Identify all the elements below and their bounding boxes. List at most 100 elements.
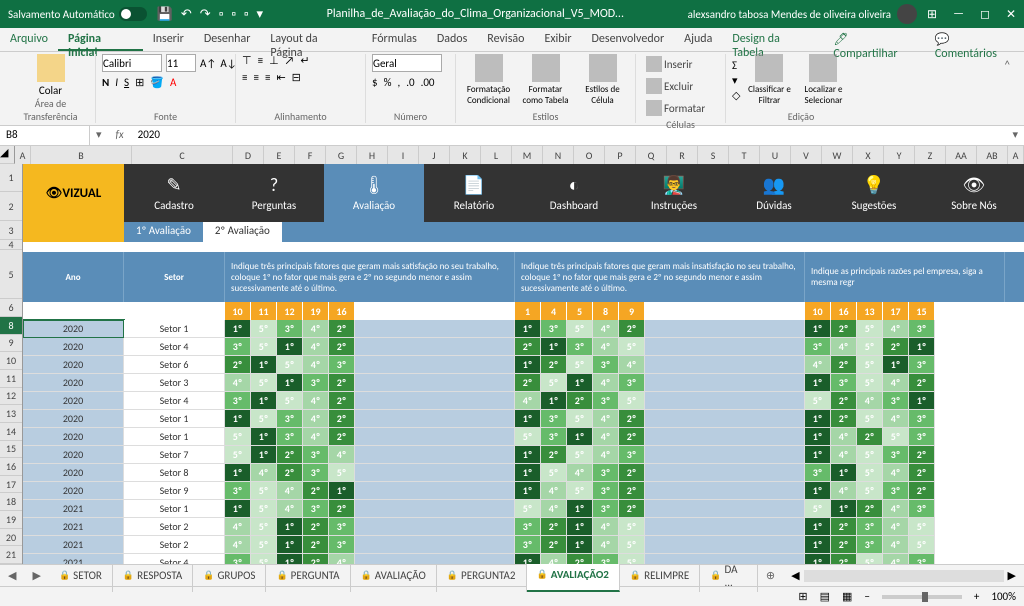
cell-rank[interactable]: 3º xyxy=(541,320,567,338)
row-header[interactable]: 20 xyxy=(0,529,22,547)
tab-exibir[interactable]: Exibir xyxy=(534,28,581,51)
find-select-icon[interactable] xyxy=(809,54,837,82)
comma-icon[interactable]: , xyxy=(397,76,400,89)
cell-rank[interactable]: 3º xyxy=(567,338,593,356)
align-top-icon[interactable]: ⊤ xyxy=(242,54,252,67)
cell-rank[interactable]: 2º xyxy=(303,518,329,536)
nav-perguntas[interactable]: ?Perguntas xyxy=(224,164,324,222)
cell-rank[interactable]: 2º xyxy=(831,518,857,536)
table-row[interactable]: 2020Setor 43º1º5º4º2º4º1º2º3º5º5º2º4º3º1… xyxy=(23,392,1024,410)
percent-icon[interactable]: % xyxy=(384,76,392,89)
row-header[interactable]: 8 xyxy=(0,317,22,335)
cell-rank[interactable]: 5º xyxy=(909,536,935,554)
fill-icon[interactable]: ▾ xyxy=(732,74,740,87)
cell-rank[interactable]: 2º xyxy=(831,536,857,554)
cell-rank[interactable]: 3º xyxy=(909,500,935,518)
row-header[interactable]: 5 xyxy=(0,250,22,299)
cell-rank[interactable]: 2º xyxy=(303,536,329,554)
cell-rank[interactable]: 4º xyxy=(541,482,567,500)
col-header[interactable]: I xyxy=(388,146,419,164)
cell-rank[interactable]: 4º xyxy=(593,518,619,536)
cell-rank[interactable]: 4º xyxy=(303,410,329,428)
cell-rank[interactable]: 2º xyxy=(909,446,935,464)
delete-cells-button[interactable]: Excluir xyxy=(642,76,719,96)
cell-rank[interactable]: 5º xyxy=(857,338,883,356)
cell-rank[interactable]: 4º xyxy=(225,374,251,392)
cell-setor[interactable]: Setor 8 xyxy=(124,464,225,482)
fx-icon[interactable]: fx xyxy=(108,126,132,145)
tab-dados[interactable]: Dados xyxy=(427,28,477,51)
cell-ano[interactable]: 2020 xyxy=(23,356,124,374)
close-icon[interactable]: ✕ xyxy=(1006,7,1016,22)
cell-rank[interactable]: 4º xyxy=(883,518,909,536)
cell-rank[interactable]: 1º xyxy=(831,500,857,518)
ribbon-options-icon[interactable]: ⊞ xyxy=(927,7,937,22)
cell-rank[interactable]: 3º xyxy=(225,338,251,356)
cell-rank[interactable]: 1º xyxy=(251,392,277,410)
paste-icon[interactable] xyxy=(37,54,65,82)
cell-rank[interactable]: 5º xyxy=(277,392,303,410)
cell-rank[interactable]: 4º xyxy=(593,320,619,338)
row-header[interactable]: 13 xyxy=(0,405,22,423)
number-format-select[interactable] xyxy=(372,54,442,72)
cell-rank[interactable]: 5º xyxy=(515,428,541,446)
cell-rank[interactable]: 4º xyxy=(831,428,857,446)
nav-cadastro[interactable]: ✎Cadastro xyxy=(124,164,224,222)
cell-rank[interactable]: 4º xyxy=(329,446,355,464)
cell-rank[interactable]: 4º xyxy=(831,338,857,356)
cell-rank[interactable]: 1º xyxy=(909,392,935,410)
cell-rank[interactable]: 1º xyxy=(567,428,593,446)
cell-rank[interactable]: 5º xyxy=(567,320,593,338)
cell-rank[interactable]: 3º xyxy=(541,428,567,446)
cell-rank[interactable]: 4º xyxy=(593,428,619,446)
tab-inserir[interactable]: Inserir xyxy=(143,28,194,51)
cell-rank[interactable]: 1º xyxy=(541,392,567,410)
cell-rank[interactable]: 3º xyxy=(303,446,329,464)
cell-rank[interactable]: 1º xyxy=(225,320,251,338)
nav-dashboard[interactable]: ◐Dashboard xyxy=(524,164,624,222)
cell-rank[interactable]: 3º xyxy=(329,356,355,374)
cell-rank[interactable]: 3º xyxy=(329,518,355,536)
cell-rank[interactable]: 5º xyxy=(251,518,277,536)
tab-design-tabela[interactable]: Design da Tabela xyxy=(722,28,823,51)
underline-icon[interactable]: S xyxy=(124,76,129,89)
cell-rank[interactable]: 1º xyxy=(805,374,831,392)
nav-sugestões[interactable]: 💡Sugestões xyxy=(824,164,924,222)
subtab-2[interactable]: 2º Avaliação xyxy=(203,222,282,242)
cell-rank[interactable]: 3º xyxy=(593,500,619,518)
cell-rank[interactable]: 2º xyxy=(515,374,541,392)
cell-rank[interactable]: 5º xyxy=(541,374,567,392)
format-table-icon[interactable] xyxy=(532,54,560,82)
cell-rank[interactable]: 3º xyxy=(303,500,329,518)
cell-rank[interactable]: 5º xyxy=(857,446,883,464)
fill-color-icon[interactable]: 🪣 xyxy=(150,76,164,89)
spreadsheet-grid[interactable]: 12345689101112131415161718192021 👁 VIZUA… xyxy=(0,164,1024,564)
col-header[interactable]: F xyxy=(295,146,326,164)
cell-rank[interactable]: 5º xyxy=(225,446,251,464)
cell-rank[interactable]: 3º xyxy=(277,410,303,428)
cell-rank[interactable]: 1º xyxy=(805,410,831,428)
cell-rank[interactable]: 3º xyxy=(909,428,935,446)
cell-rank[interactable]: 5º xyxy=(251,320,277,338)
cell-rank[interactable]: 1º xyxy=(883,356,909,374)
cell-rank[interactable]: 5º xyxy=(329,464,355,482)
cell-rank[interactable]: 5º xyxy=(251,500,277,518)
cell-rank[interactable]: 5º xyxy=(857,410,883,428)
table-row[interactable]: 2020Setor 34º5º1º3º2º2º5º1º4º3º1º3º5º4º2… xyxy=(23,374,1024,392)
cell-setor[interactable]: Setor 7 xyxy=(124,446,225,464)
increase-decimal-icon[interactable]: .0 xyxy=(406,76,414,89)
cell-rank[interactable]: 2º xyxy=(225,356,251,374)
cell-rank[interactable]: 4º xyxy=(883,536,909,554)
cell-rank[interactable]: 1º xyxy=(251,356,277,374)
cell-rank[interactable]: 1º xyxy=(515,446,541,464)
cell-styles-icon[interactable] xyxy=(589,54,617,82)
cell-rank[interactable]: 5º xyxy=(909,518,935,536)
cell-rank[interactable]: 2º xyxy=(277,464,303,482)
row-header[interactable]: 10 xyxy=(0,352,22,370)
table-row[interactable]: 2021Setor 43º5º1º2º4º1º4º2º3º5º1º2º5º4º3… xyxy=(23,554,1024,564)
cell-rank[interactable]: 2º xyxy=(619,500,645,518)
view-pagebreak-icon[interactable]: ▦ xyxy=(842,590,852,603)
autosum-icon[interactable]: Σ xyxy=(732,59,740,72)
cell-rank[interactable]: 3º xyxy=(619,446,645,464)
align-right-icon[interactable]: ≡ xyxy=(265,71,270,84)
